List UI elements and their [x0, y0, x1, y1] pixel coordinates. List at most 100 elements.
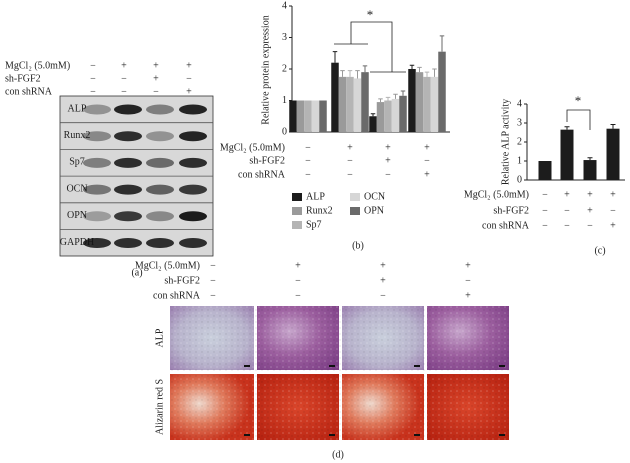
bar	[338, 76, 347, 132]
condition-sign: +	[465, 260, 471, 271]
bar	[311, 100, 320, 132]
error-bar	[355, 70, 360, 79]
condition-label: sh-FGF2	[493, 205, 529, 216]
legend-label: Runx2	[306, 205, 333, 216]
condition-sign: +	[347, 142, 353, 153]
bar	[408, 69, 416, 132]
condition-sign: −	[305, 169, 311, 180]
error-bar	[347, 70, 353, 77]
bar	[304, 100, 312, 132]
y-tick-label: 3	[517, 117, 522, 128]
condition-sign: −	[305, 142, 311, 153]
bar	[438, 51, 446, 132]
error-bar	[370, 113, 376, 117]
condition-label: con shRNA	[238, 169, 286, 180]
y-tick-label: 2	[517, 136, 522, 147]
condition-sign: −	[542, 220, 548, 231]
bar	[415, 72, 424, 132]
condition-sign: +	[587, 189, 593, 200]
y-tick-label: 3	[282, 32, 287, 43]
condition-label: MgCl₂ (5.0mM)	[5, 60, 70, 71]
blot-row-label: ALP	[68, 103, 87, 114]
legend-label: Sp7	[306, 219, 322, 230]
condition-sign: −	[295, 290, 301, 301]
condition-sign: −	[90, 86, 96, 97]
bar	[319, 100, 327, 132]
blot-band	[179, 104, 207, 115]
bar	[423, 76, 431, 132]
panel-label: (b)	[352, 240, 364, 251]
bar	[430, 76, 439, 132]
blot-band	[83, 211, 111, 222]
condition-sign: −	[121, 73, 127, 84]
y-tick-label: 2	[282, 63, 287, 74]
bar	[361, 72, 369, 132]
blot-row-label: Runx2	[64, 130, 91, 141]
error-bar	[409, 64, 415, 69]
condition-sign: −	[465, 275, 471, 286]
condition-sign: −	[210, 275, 216, 286]
legend-swatch	[292, 207, 302, 215]
panel-label: (a)	[131, 267, 142, 278]
legend-swatch	[292, 221, 302, 229]
error-bar	[417, 66, 422, 73]
bar	[606, 128, 620, 180]
bar	[289, 100, 297, 132]
panel-label: (c)	[594, 245, 605, 256]
panel-label: (d)	[332, 449, 344, 460]
blot-band	[83, 184, 111, 195]
blot-band	[146, 157, 174, 168]
condition-sign: +	[610, 220, 616, 231]
legend-label: OCN	[364, 191, 385, 202]
bar	[353, 78, 362, 132]
error-bar	[439, 35, 445, 52]
condition-sign: −	[564, 220, 570, 231]
condition-sign: +	[380, 260, 386, 271]
condition-sign: −	[210, 260, 216, 271]
condition-sign: −	[153, 86, 159, 97]
legend-label: OPN	[364, 205, 384, 216]
condition-sign: +	[153, 60, 159, 71]
condition-sign: +	[385, 142, 391, 153]
condition-sign: +	[424, 169, 430, 180]
blot-band	[179, 211, 207, 222]
condition-sign: +	[186, 60, 192, 71]
condition-sign: −	[542, 205, 548, 216]
bar	[346, 76, 354, 132]
error-bar	[332, 51, 338, 63]
blot-band	[114, 238, 142, 248]
condition-sign: −	[347, 169, 353, 180]
blot-band	[114, 104, 142, 115]
bar	[384, 100, 392, 132]
condition-label: sh-FGF2	[5, 73, 41, 84]
significance-mark: *	[575, 93, 582, 108]
significance-mark: *	[367, 7, 374, 22]
blot-band	[146, 238, 174, 248]
condition-sign: +	[610, 189, 616, 200]
y-tick-label: 4	[517, 98, 522, 109]
condition-sign: −	[542, 189, 548, 200]
condition-sign: −	[380, 290, 386, 301]
condition-sign: −	[295, 275, 301, 286]
blot-band	[146, 104, 174, 115]
blot-row-label: OPN	[67, 210, 87, 221]
blot-band	[146, 131, 174, 142]
blot-band	[179, 238, 207, 248]
condition-sign: −	[564, 205, 570, 216]
condition-sign: −	[121, 86, 127, 97]
legend-swatch	[350, 193, 360, 201]
bar	[391, 98, 400, 132]
y-tick-label: 0	[517, 174, 522, 185]
error-bar	[385, 96, 391, 101]
error-bar	[610, 124, 616, 129]
bar	[331, 62, 339, 133]
condition-sign: −	[210, 290, 216, 301]
y-tick-label: 1	[282, 95, 287, 106]
condition-label: sh-FGF2	[164, 275, 200, 286]
blot-band	[146, 184, 174, 195]
blot-band	[114, 157, 142, 168]
bar	[399, 95, 407, 132]
y-tick-label: 0	[282, 126, 287, 137]
condition-sign: −	[90, 60, 96, 71]
condition-sign: −	[305, 155, 311, 166]
